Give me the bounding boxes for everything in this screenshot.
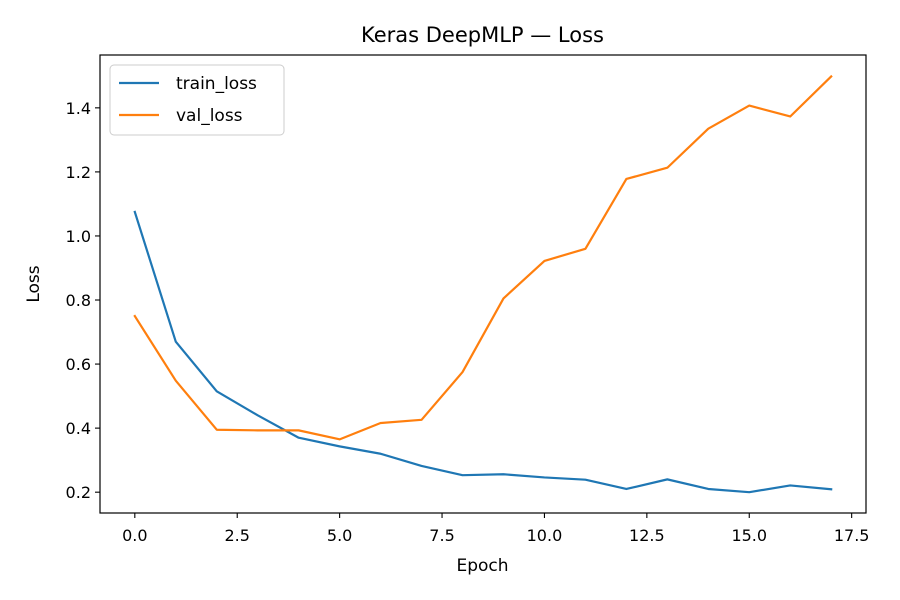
x-tick-label: 7.5 [429,526,454,545]
legend: train_loss val_loss [109,64,285,136]
x-tick-label: 17.5 [834,526,870,545]
x-axis-label: Epoch [456,556,508,576]
x-tick-label: 5.0 [327,526,352,545]
y-tick-label: 0.4 [66,419,91,438]
x-tick-label: 15.0 [731,526,767,545]
y-tick-label: 1.4 [66,99,91,118]
legend-label-val-loss: val_loss [176,106,243,126]
series-line-val-loss [133,74,833,441]
y-tick-label: 0.6 [66,355,91,374]
x-tick-label: 12.5 [629,526,665,545]
x-tick-label: 2.5 [224,526,249,545]
series-line-train-loss [133,210,833,494]
x-tick-label: 0.0 [122,526,147,545]
y-tick-label: 1.2 [66,163,91,182]
plot-area: 0.0 2.5 5.0 7.5 10.0 12.5 15.0 17.5 0.2 0.4 0.6 0.8… [66,54,870,545]
axes-frame [99,54,867,514]
y-tick-label: 0.2 [66,483,91,502]
chart-title: Keras DeepMLP — Loss [361,23,604,47]
y-tick-label: 0.8 [66,291,91,310]
legend-label-train-loss: train_loss [176,74,257,94]
y-tick-label: 1.0 [66,227,91,246]
x-tick-label: 10.0 [527,526,563,545]
y-axis-label: Loss [24,265,44,302]
